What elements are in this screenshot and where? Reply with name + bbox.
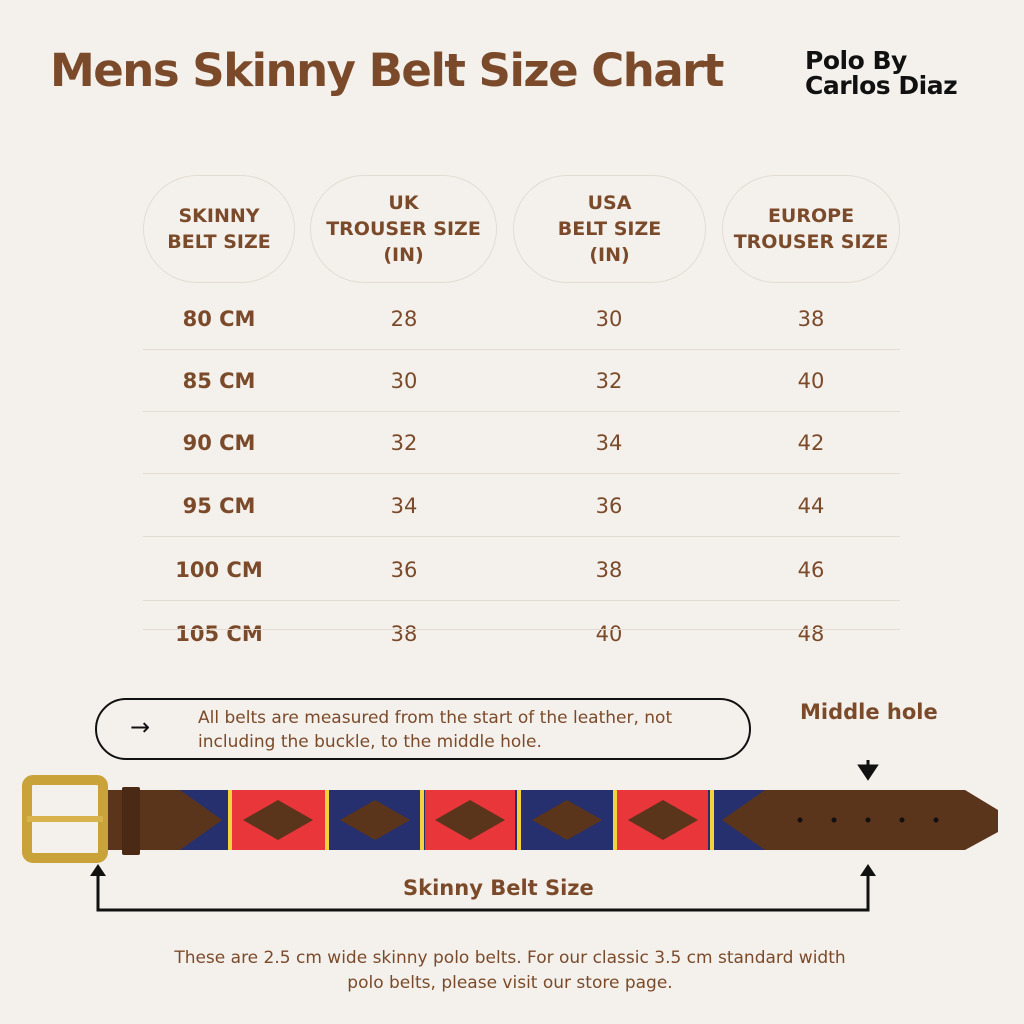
belt-size-cell: 80 CM [182, 307, 256, 331]
size-cell: 36 [390, 558, 418, 582]
table-row: 105 CM 38 40 48 [143, 603, 900, 665]
size-cell: 32 [595, 369, 623, 393]
table-row: 85 CM 30 32 40 [143, 350, 900, 412]
diamond [340, 800, 410, 840]
size-cell: 46 [797, 558, 825, 582]
table-row: 100 CM 36 38 46 [143, 539, 900, 601]
measurement-note-text: All belts are measured from the start of… [198, 708, 673, 752]
belt-illustration [22, 775, 998, 863]
header-usa-belt-size: USA BELT SIZE (IN) [513, 175, 706, 283]
size-cell: 34 [595, 431, 623, 455]
footer-note: These are 2.5 cm wide skinny polo belts.… [174, 948, 846, 993]
size-cell: 28 [390, 307, 418, 331]
size-cell: 38 [595, 558, 623, 582]
size-cell: 48 [797, 622, 825, 646]
table-row: 95 CM 34 36 44 [143, 475, 900, 537]
up-arrow-icon-left [90, 864, 106, 876]
belt-size-cell: 95 CM [182, 494, 256, 518]
yellow-stripe [710, 790, 714, 850]
header-skinny-belt-size: SKINNY BELT SIZE [143, 175, 295, 283]
up-arrow-icon-right [860, 864, 876, 876]
header-europe-trouser-size: EUROPE TROUSER SIZE [722, 175, 900, 283]
size-cell: 44 [797, 494, 825, 518]
size-cell: 30 [595, 307, 623, 331]
brand-line-2: Carlos Diaz [805, 71, 958, 100]
right-arrow-icon: → [130, 713, 151, 741]
buckle-prong [27, 816, 103, 822]
middle-hole-label: Middle hole [800, 700, 938, 724]
size-cell: 42 [797, 431, 825, 455]
measurement-note [95, 698, 751, 760]
header-uk-trouser-size: UK TROUSER SIZE (IN) [310, 175, 497, 283]
diamond [532, 800, 602, 840]
table-row: 90 CM 32 34 42 [143, 412, 900, 474]
diamond [435, 800, 505, 840]
belt-size-cell: 85 CM [182, 369, 256, 393]
yellow-stripe [228, 790, 232, 850]
size-cell: 30 [390, 369, 418, 393]
size-cell: 32 [390, 431, 418, 455]
page-title: Mens Skinny Belt Size Chart [50, 44, 724, 97]
brand-line-1: Polo By [805, 46, 907, 75]
belt-size-cell: 100 CM [175, 558, 263, 582]
yellow-stripe [517, 790, 521, 850]
yellow-stripe [325, 790, 329, 850]
leather-point-left [180, 790, 222, 850]
yellow-stripe [613, 790, 617, 850]
diamond [628, 800, 698, 840]
down-arrow-icon [857, 760, 879, 781]
belt-holes [797, 817, 939, 823]
belt-diagram [22, 760, 998, 912]
yellow-stripe [420, 790, 424, 850]
brand-logo: Polo By Carlos Diaz [805, 46, 958, 100]
leather-point-right [722, 790, 765, 850]
belt-loop [122, 787, 140, 855]
table-row: 80 CM 28 30 38 [143, 288, 900, 350]
size-cell: 40 [595, 622, 623, 646]
belt-size-cell: 105 CM [175, 622, 263, 646]
size-cell: 38 [390, 622, 418, 646]
measurement-bracket [96, 872, 870, 912]
size-cell: 36 [595, 494, 623, 518]
diamond [243, 800, 313, 840]
belt-size-cell: 90 CM [182, 431, 256, 455]
skinny-belt-size-label: Skinny Belt Size [403, 876, 594, 900]
size-cell: 40 [797, 369, 825, 393]
size-cell: 38 [797, 307, 825, 331]
size-cell: 34 [390, 494, 418, 518]
